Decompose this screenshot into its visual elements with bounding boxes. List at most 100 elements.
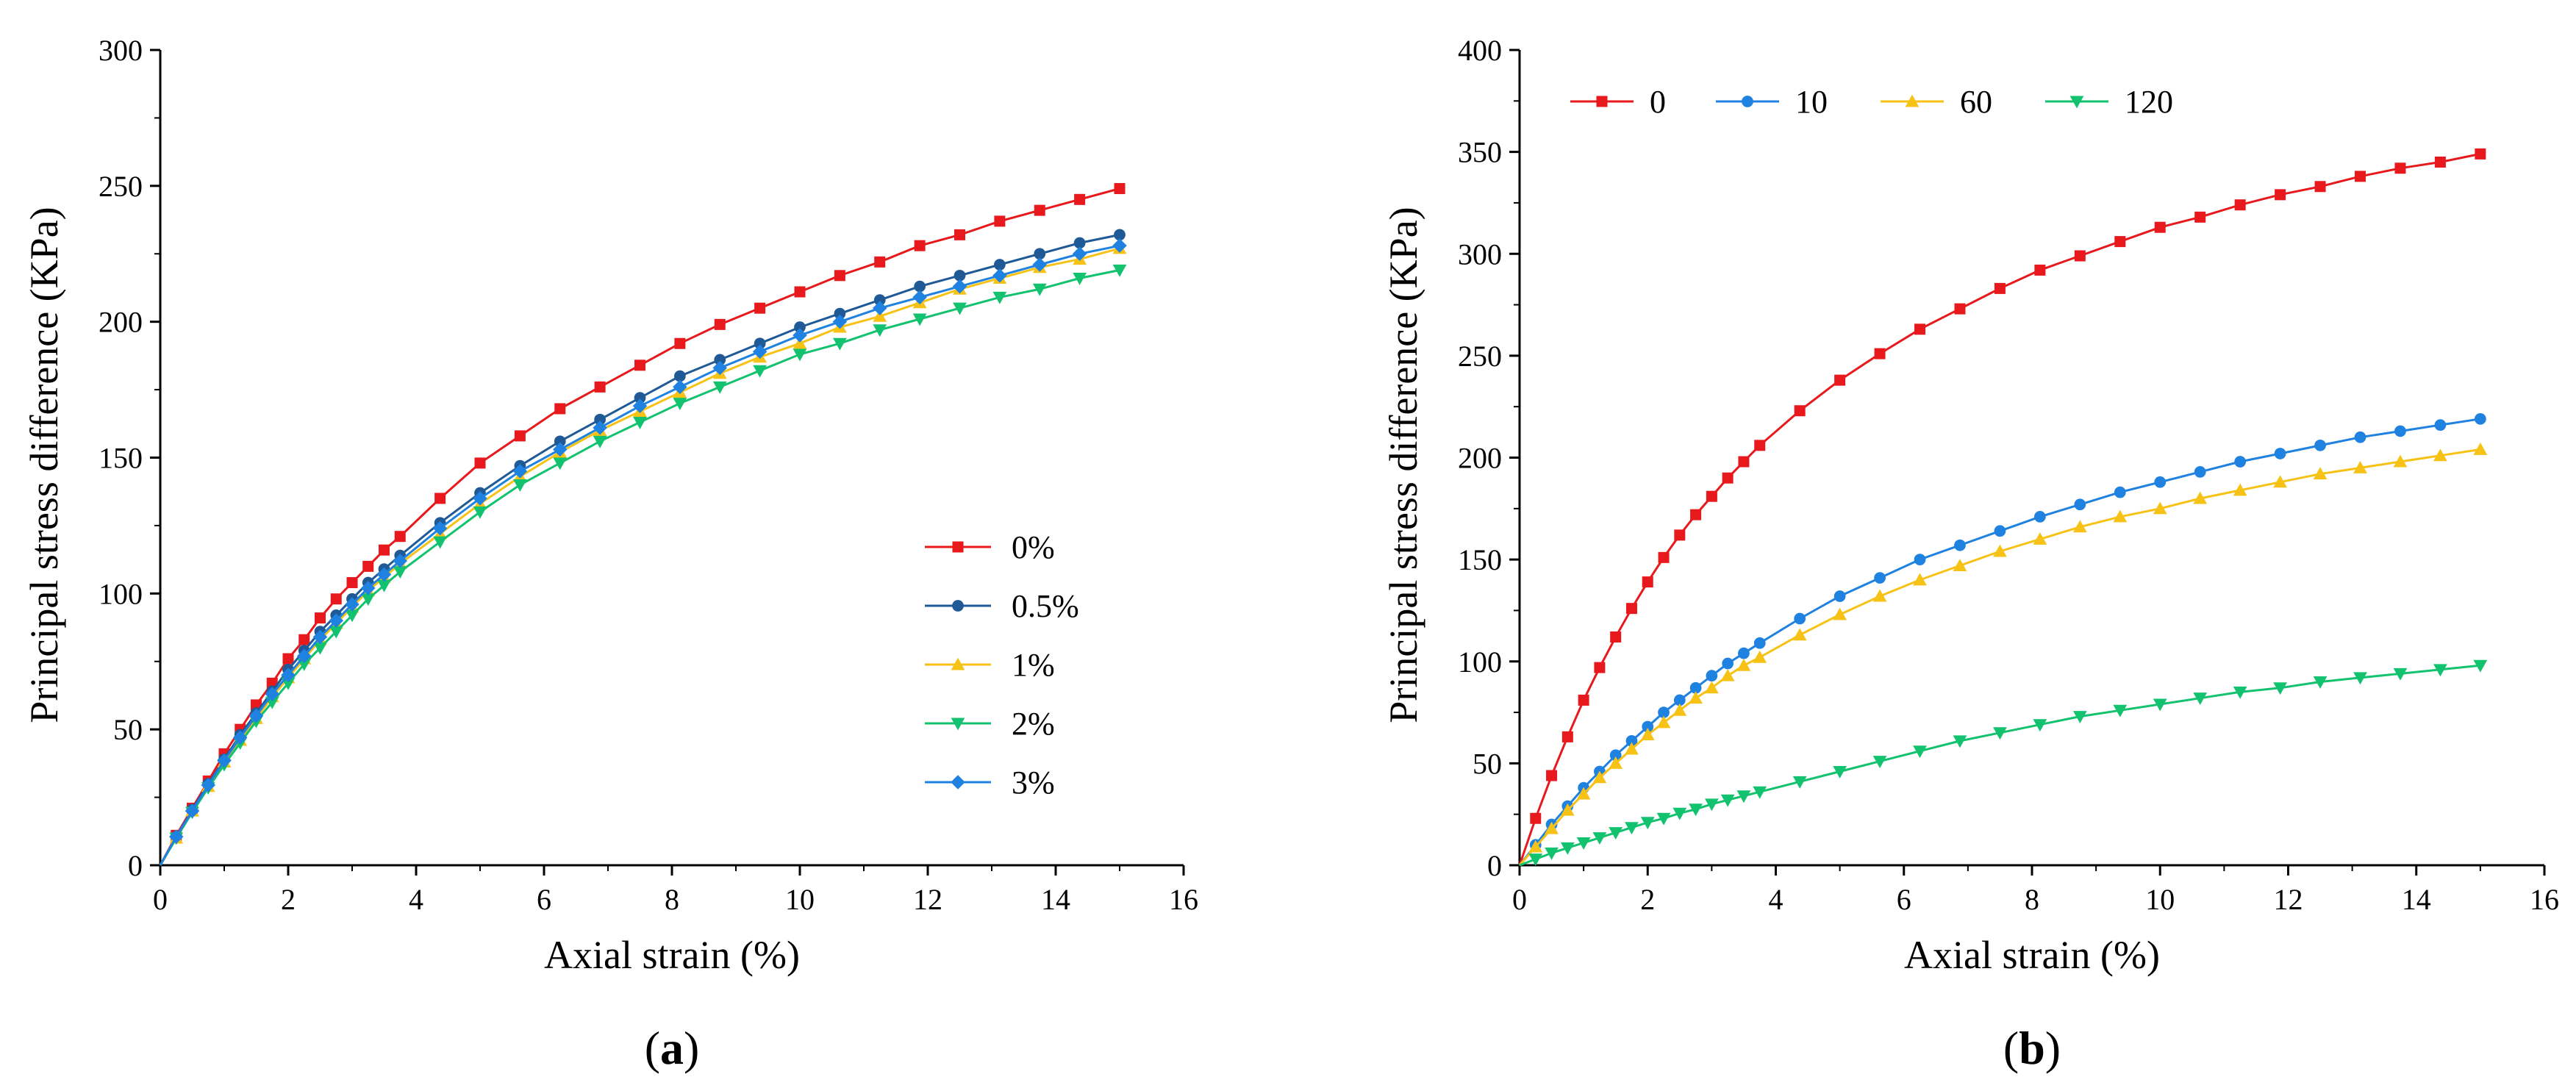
data-point xyxy=(2353,460,2367,473)
legend-marker xyxy=(952,600,964,612)
data-point xyxy=(345,609,359,623)
data-point xyxy=(1792,776,1807,789)
series-line xyxy=(1518,418,2481,866)
series-line xyxy=(159,268,1120,866)
data-point xyxy=(1625,735,1638,747)
data-point xyxy=(514,430,526,442)
data-point xyxy=(2193,692,2208,706)
data-point xyxy=(994,215,1006,227)
data-point xyxy=(2433,448,2447,462)
data-point xyxy=(376,567,392,582)
data-point xyxy=(1074,193,1086,205)
series-0 xyxy=(1518,148,2486,866)
data-point xyxy=(553,457,568,470)
x-axis-title: Axial strain (%) xyxy=(544,933,800,977)
data-point xyxy=(2194,466,2206,478)
legend-marker xyxy=(951,775,965,790)
legend-label: 0 xyxy=(1650,84,1666,120)
data-point xyxy=(874,256,886,268)
legend-label: 0% xyxy=(1012,529,1055,565)
data-point xyxy=(2475,412,2486,425)
data-point xyxy=(2153,698,2167,712)
data-point xyxy=(1872,589,1887,602)
data-point xyxy=(329,626,343,639)
series-120 xyxy=(1519,659,2488,867)
data-point xyxy=(754,302,766,314)
data-point xyxy=(1874,348,1886,359)
data-point xyxy=(1736,658,1751,671)
y-tick-label: 400 xyxy=(1458,34,1502,67)
data-point xyxy=(2072,711,2087,723)
data-point xyxy=(914,280,926,293)
data-point xyxy=(2033,532,2047,545)
data-point xyxy=(1640,817,1655,830)
data-point xyxy=(361,581,376,595)
legend: 0% 0.5% 1% 2% 3% xyxy=(925,529,1079,801)
data-point xyxy=(674,337,686,349)
data-point xyxy=(1914,323,1926,335)
legend-label: 1% xyxy=(1012,647,1055,683)
x-tick-label: 2 xyxy=(1640,883,1655,916)
data-point xyxy=(2072,520,2087,533)
data-point xyxy=(1953,559,1967,571)
legend-label: 10 xyxy=(1795,84,1828,120)
data-point xyxy=(1736,790,1751,804)
data-point xyxy=(1689,681,1702,694)
data-point xyxy=(2473,659,2488,673)
data-point xyxy=(2353,672,2367,685)
data-point xyxy=(793,348,807,362)
data-point xyxy=(1913,573,1927,586)
data-point xyxy=(1738,456,1750,468)
data-point xyxy=(512,464,528,479)
data-point xyxy=(1656,812,1671,826)
y-tick-label: 150 xyxy=(99,442,143,475)
data-point xyxy=(1546,770,1558,781)
data-point xyxy=(282,653,294,665)
data-point xyxy=(1706,490,1717,502)
data-point xyxy=(1672,807,1687,820)
data-point xyxy=(1528,853,1543,867)
series-line xyxy=(1518,152,2481,866)
data-point xyxy=(554,435,566,448)
data-point xyxy=(873,309,887,322)
data-point xyxy=(2234,199,2246,211)
data-point xyxy=(473,506,487,519)
data-point xyxy=(2394,425,2406,437)
data-point xyxy=(346,577,358,589)
data-point xyxy=(954,229,965,240)
data-point xyxy=(712,360,727,376)
panel-label: (b) xyxy=(2003,1022,2061,1074)
y-tick-label: 100 xyxy=(99,577,143,610)
data-point xyxy=(1642,720,1654,733)
data-point xyxy=(1032,257,1047,272)
legend-label: 2% xyxy=(1012,706,1055,742)
legend-label: 0.5% xyxy=(1012,588,1079,624)
data-point xyxy=(1673,694,1686,706)
data-point xyxy=(1592,770,1607,784)
x-axis-title: Axial strain (%) xyxy=(1904,933,2160,977)
data-point xyxy=(1690,509,1702,520)
data-point xyxy=(2313,467,2328,480)
data-point xyxy=(1672,703,1687,716)
x-tick-label: 8 xyxy=(665,883,679,916)
y-tick-label: 0 xyxy=(128,849,143,882)
data-point xyxy=(674,370,686,382)
data-point xyxy=(1722,657,1734,670)
data-point xyxy=(912,313,927,326)
data-point xyxy=(1658,706,1670,718)
data-point xyxy=(312,629,328,645)
data-point xyxy=(1625,822,1639,835)
data-point xyxy=(185,804,200,818)
data-point xyxy=(1833,590,1846,602)
data-point xyxy=(1032,283,1047,296)
data-point xyxy=(394,531,406,543)
data-point xyxy=(1545,847,1559,860)
data-point xyxy=(1993,544,2007,557)
data-point xyxy=(1592,832,1607,845)
data-point xyxy=(1576,837,1591,850)
data-point xyxy=(912,290,927,305)
data-point xyxy=(1625,603,1637,615)
data-point xyxy=(594,381,606,393)
data-point xyxy=(1722,472,1734,484)
